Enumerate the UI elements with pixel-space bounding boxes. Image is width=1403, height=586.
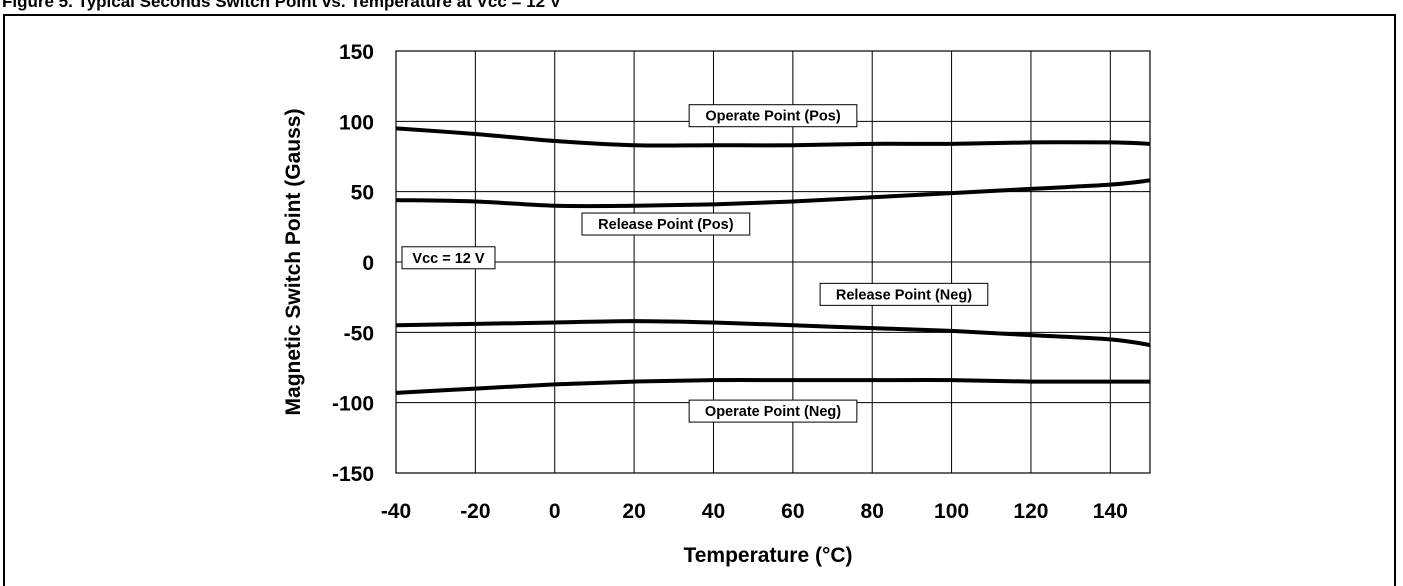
x-tick-label: -20: [460, 500, 490, 523]
series-label-4-box: [688, 399, 858, 423]
tick-labels: -40 -20 0 20 40 60 80 100 120 140 150 100 50 0 -50 -100…: [332, 41, 1128, 523]
x-tick-label: 60: [781, 500, 804, 523]
series-line-2: [395, 178, 1151, 209]
x-tick-label: 80: [861, 500, 884, 523]
series-label-3-text: Release Point (Neg): [836, 287, 972, 303]
series-label-2-box: [581, 212, 751, 236]
annotation-1: Vcc = 12 V: [401, 246, 496, 270]
series-line-3: [395, 319, 1151, 347]
series-label-3-box: [819, 282, 989, 306]
series-label-4-text: Operate Point (Neg): [705, 404, 841, 420]
figure-frame: [3, 14, 1396, 586]
series-line-4: [395, 378, 1150, 395]
figure-caption: Figure 5. Typical Seconds Switch Point v…: [2, 0, 562, 11]
y-tick-label: -150: [332, 463, 374, 486]
series-label-1-text: Operate Point (Pos): [705, 109, 841, 125]
y-axis-title: Magnetic Switch Point (Gauss): [282, 109, 305, 416]
series-label-1: Operate Point (Pos): [688, 104, 858, 128]
x-axis-title: Temperature (°C): [683, 544, 852, 567]
series-label-3: Release Point (Neg): [819, 282, 989, 306]
annotation-1-box: [401, 246, 496, 270]
grid: [395, 50, 1151, 474]
series-label-4: Operate Point (Neg): [688, 399, 858, 423]
x-tick-label: 140: [1093, 500, 1128, 523]
x-tick-label: 120: [1013, 500, 1048, 523]
y-tick-label: 100: [339, 111, 374, 134]
x-tick-label: 100: [934, 500, 969, 523]
series-line-1: [395, 126, 1151, 148]
x-tick-label: 20: [622, 500, 645, 523]
y-tick-label: -50: [344, 322, 374, 345]
series-labels: Operate Point (Pos) Release Point (Pos) Re…: [401, 104, 989, 423]
series-label-1-box: [688, 104, 858, 128]
y-tick-label: 150: [339, 41, 374, 64]
x-tick-label: 0: [549, 500, 561, 523]
series-label-2: Release Point (Pos): [581, 212, 751, 236]
y-tick-label: 50: [351, 182, 374, 205]
series-label-2-text: Release Point (Pos): [598, 217, 734, 233]
y-tick-label: -100: [332, 393, 374, 416]
y-tick-label: 0: [362, 252, 374, 275]
series-lines: [395, 126, 1151, 395]
x-tick-label: -40: [381, 500, 411, 523]
x-tick-label: 40: [702, 500, 725, 523]
annotation-1-text: Vcc = 12 V: [412, 251, 484, 267]
